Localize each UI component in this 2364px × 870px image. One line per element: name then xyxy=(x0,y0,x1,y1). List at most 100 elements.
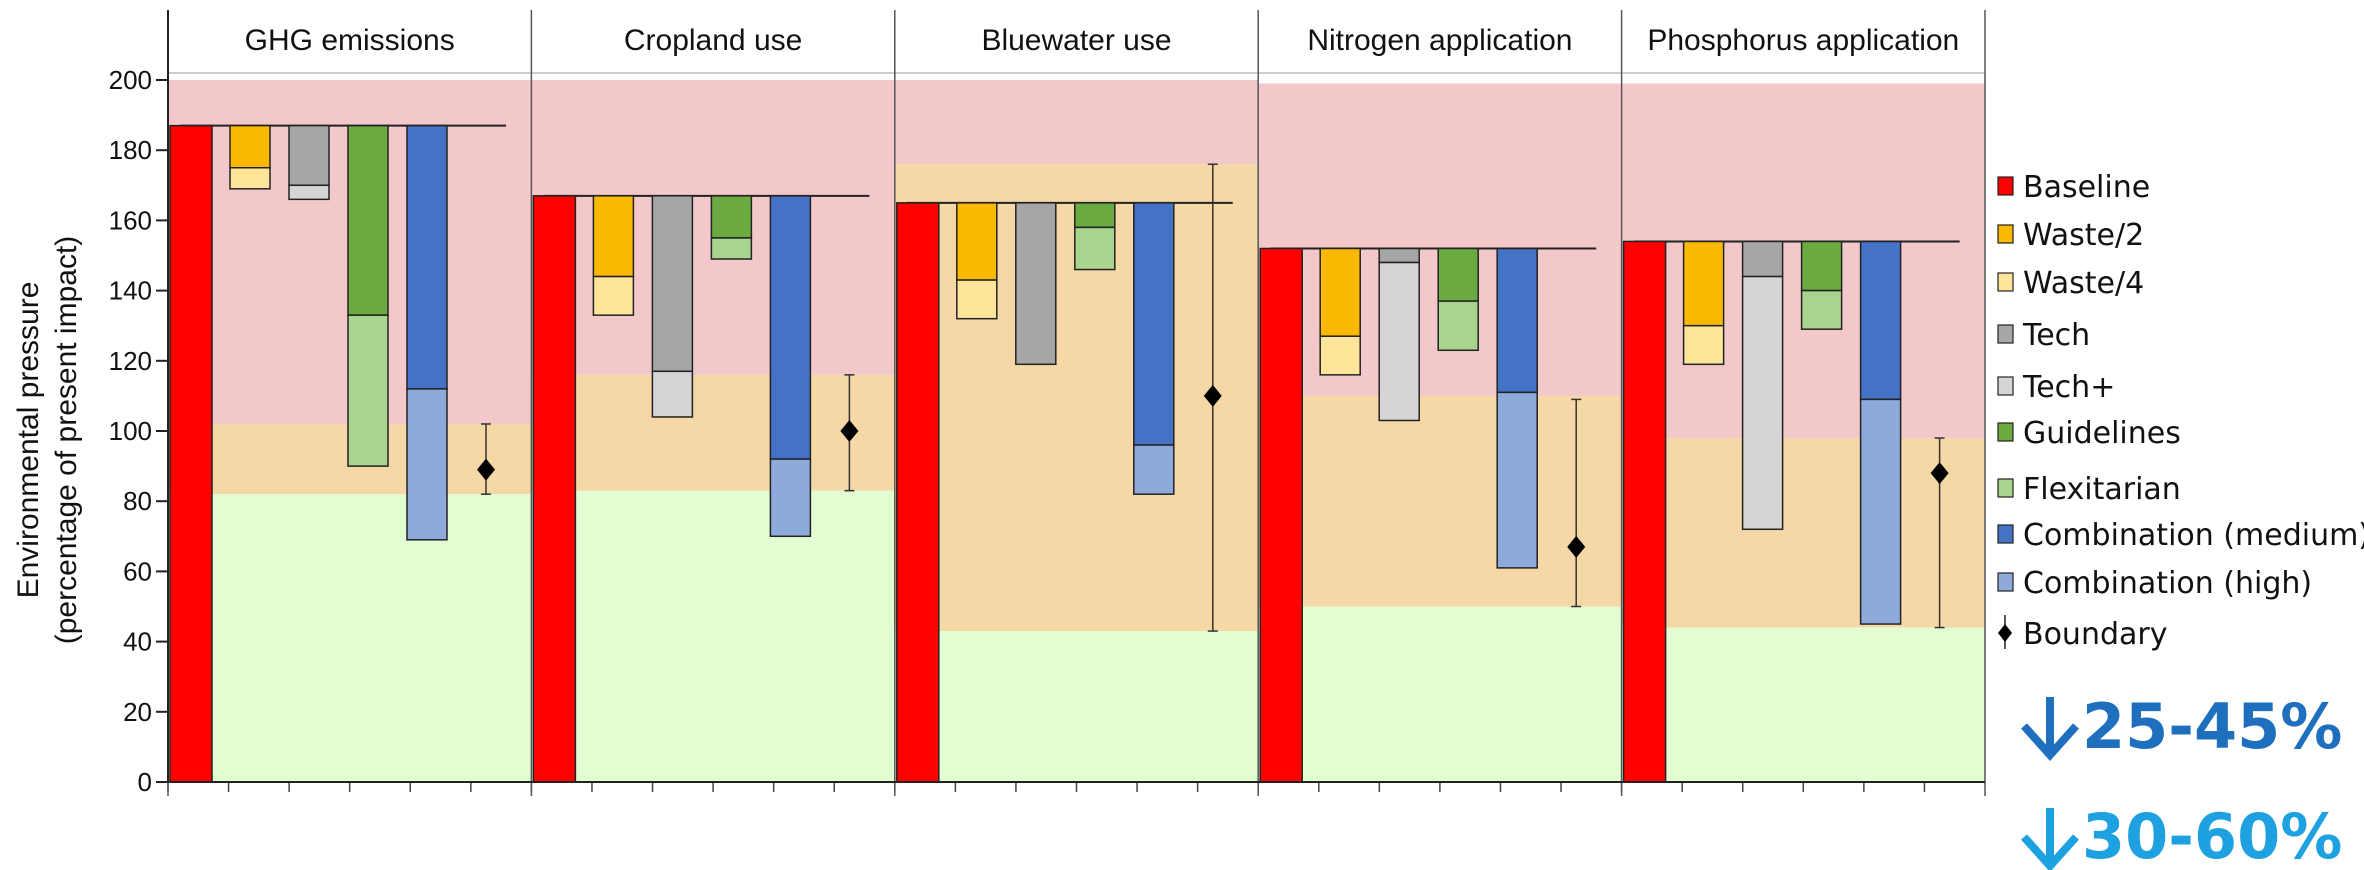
panel-header-bg xyxy=(168,10,532,80)
panel-header-bg xyxy=(894,10,1259,80)
legend-swatch xyxy=(1997,572,2014,592)
panel-5: Phosphorus application xyxy=(1620,10,1985,796)
bar-waste-4 xyxy=(956,279,998,320)
legend-swatch-diamond xyxy=(1998,624,2012,642)
legend-label: Waste/2 xyxy=(2023,218,2144,253)
legend-label: Baseline xyxy=(2023,170,2150,205)
bar-waste-2 xyxy=(1319,247,1361,337)
legend-label: Combination (medium) xyxy=(2023,518,2364,553)
y-axis-title: Environmental pressure xyxy=(12,282,45,599)
bar-combination-high xyxy=(1859,398,1902,625)
panel-header-bg xyxy=(531,10,895,80)
panel-3: Bluewater use xyxy=(894,10,1259,796)
bar-combination-medium xyxy=(1133,202,1175,446)
zone-safe xyxy=(1621,627,1985,782)
legend-item: Combination (high) xyxy=(1997,566,2312,601)
zone-uncertain xyxy=(531,374,895,491)
bar-combination-high xyxy=(1133,444,1175,495)
bar-combination-medium xyxy=(406,124,448,390)
legend-label: Tech+ xyxy=(2022,370,2115,405)
legend-label: Flexitarian xyxy=(2023,472,2181,507)
callout-1: 25-45% xyxy=(2021,690,2342,763)
y-tick-label: 0 xyxy=(138,767,152,797)
legend-item: Tech+ xyxy=(1997,370,2115,405)
boundary-marker xyxy=(1930,462,1949,485)
bar-flexitarian xyxy=(710,237,753,260)
y-tick-label: 200 xyxy=(109,65,152,95)
legend-swatch xyxy=(1997,176,2014,196)
panel-title: Cropland use xyxy=(624,24,802,57)
y-axis-subtitle: (percentage of present impact) xyxy=(50,236,83,645)
zone-uncertain xyxy=(1258,395,1622,607)
bar-guidelines xyxy=(1074,202,1116,229)
bar-guidelines xyxy=(1437,247,1479,302)
y-tick-label: 100 xyxy=(109,416,152,446)
zone-safe xyxy=(531,490,895,782)
bar-combination-medium xyxy=(1859,240,1902,401)
bar-tech xyxy=(288,124,330,187)
bar-waste-2 xyxy=(592,195,635,278)
bar-combination-high xyxy=(1496,391,1538,569)
callout-1-text: 25-45% xyxy=(2082,690,2342,763)
bar-waste-4 xyxy=(1682,324,1725,366)
bar-baseline xyxy=(1622,240,1667,783)
bar-baseline xyxy=(896,202,940,783)
callout-2-text: 30-60% xyxy=(2082,800,2342,870)
arrow-down-icon xyxy=(2021,697,2079,761)
y-axis: 0 20 40 60 80 100 120 140 160 180 200 xyxy=(109,10,1985,797)
legend-label: Combination (high) xyxy=(2023,566,2312,601)
legend: Baseline Waste/2 Waste/4 Tech Tech+ Guideline… xyxy=(1997,170,2364,652)
zone-high-risk xyxy=(894,80,1259,165)
zone-uncertain xyxy=(1621,438,1985,628)
legend-item: Flexitarian xyxy=(1997,472,2181,507)
bar-tech-plus xyxy=(1378,261,1420,422)
panel-4: Nitrogen application xyxy=(1257,10,1622,796)
bar-tech-plus xyxy=(1741,275,1784,531)
bar-baseline xyxy=(532,195,577,783)
legend-label: Guidelines xyxy=(2023,416,2181,451)
y-tick-label: 80 xyxy=(123,486,152,516)
legend-item: Waste/4 xyxy=(1997,266,2144,301)
panel-header-bg xyxy=(1258,10,1622,84)
bar-guidelines xyxy=(1800,240,1843,292)
legend-swatch xyxy=(1997,272,2014,292)
zone-safe xyxy=(168,494,532,782)
bar-waste-2 xyxy=(956,202,998,281)
boundary-marker xyxy=(1567,535,1586,558)
bar-flexitarian xyxy=(347,314,389,467)
bar-waste-2 xyxy=(229,124,271,169)
bar-tech xyxy=(1741,240,1784,278)
boundary-marker xyxy=(1203,384,1222,407)
legend-item: Tech xyxy=(1997,318,2090,353)
bar-waste-4 xyxy=(229,167,271,190)
legend-item: Waste/2 xyxy=(1997,218,2144,253)
boundary-marker xyxy=(840,420,859,442)
legend-item: Combination (medium) xyxy=(1997,518,2364,553)
legend-label: Tech xyxy=(2022,318,2090,353)
bar-tech xyxy=(1378,247,1420,264)
bar-combination-high xyxy=(769,458,812,538)
panels-layer: GHG emissions Cropland use Bluewater use Ni… xyxy=(167,10,1986,796)
legend-item: Boundary xyxy=(1998,615,2167,652)
legend-swatch xyxy=(1997,376,2014,396)
y-tick-label: 140 xyxy=(109,276,152,306)
bar-combination-medium xyxy=(769,195,812,460)
y-tick-label: 40 xyxy=(123,627,152,657)
y-tick-label: 180 xyxy=(109,135,152,165)
bar-baseline xyxy=(169,124,213,783)
bar-flexitarian xyxy=(1074,226,1116,271)
bar-guidelines xyxy=(347,124,389,316)
callout-2: 30-60% xyxy=(2021,800,2342,870)
y-tick-label: 160 xyxy=(109,205,152,235)
bar-baseline xyxy=(1259,247,1303,783)
bar-combination-high xyxy=(406,388,448,541)
y-tick-label: 20 xyxy=(123,697,152,727)
legend-swatch xyxy=(1997,224,2014,244)
bar-waste-2 xyxy=(1682,240,1725,327)
bar-tech-plus xyxy=(651,370,694,418)
panel-title: Bluewater use xyxy=(981,24,1171,57)
bar-flexitarian xyxy=(1437,300,1479,352)
y-tick-label: 120 xyxy=(109,346,152,376)
y-tick-label: 60 xyxy=(123,556,152,586)
legend-item: Guidelines xyxy=(1997,416,2181,451)
